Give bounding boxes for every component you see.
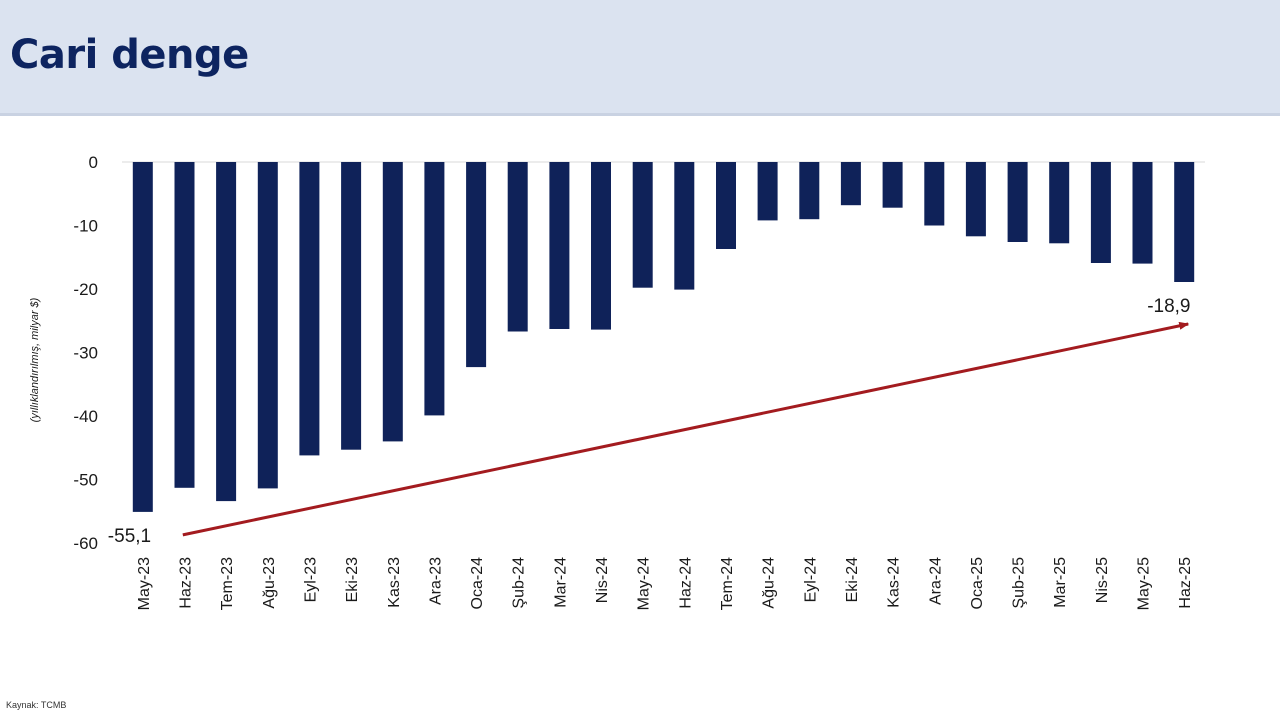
bar-Oca-24 [466,162,487,368]
bar-Haz-23 [174,162,195,488]
bar-Ara-24 [924,162,945,226]
bar-Haz-25 [1174,162,1195,282]
bar-Şub-24 [507,162,528,332]
x-tick-label: Kas-23 [386,557,403,608]
bar-Mar-25 [1049,162,1070,244]
x-tick-label: Ara-23 [427,557,444,605]
x-tick-label: Eyl-24 [802,557,819,602]
x-tick-label: Şub-25 [1011,557,1028,609]
x-tick-label: Tem-24 [719,557,736,610]
x-tick-label: Şub-24 [511,557,528,609]
source-note: Kaynak: TCMB [6,700,67,710]
y-tick-label: -10 [73,217,98,236]
y-tick-label: 0 [89,153,98,172]
x-tick-label: Haz-23 [178,557,195,609]
bar-Kas-24 [882,162,903,208]
bar-May-25 [1132,162,1153,264]
bar-Eki-23 [341,162,362,450]
x-tick-label: Oca-24 [469,557,486,610]
x-tick-label: May-25 [1136,557,1153,610]
bar-Ağu-24 [757,162,778,221]
bar-Oca-25 [965,162,986,237]
bar-Haz-24 [674,162,695,290]
bar-May-23 [132,162,153,512]
bar-Eyl-23 [299,162,320,456]
bar-Ağu-23 [257,162,278,489]
bar-Eyl-24 [799,162,820,220]
title-banner: Cari denge [0,0,1280,116]
x-tick-label: May-24 [636,557,653,610]
x-tick-label: Mar-25 [1052,557,1069,608]
data-label-May-23: -55,1 [108,526,151,547]
x-tick-label: Nis-25 [1094,557,1111,603]
y-tick-label: -20 [73,280,98,299]
x-tick-label: Mar-24 [552,557,569,608]
page-title: Cari denge [10,32,249,78]
x-tick-label: Oca-25 [969,557,986,610]
data-label-Haz-25: -18,9 [1147,296,1190,317]
x-tick-label: Eki-24 [844,557,861,602]
bar-Mar-24 [549,162,570,329]
x-tick-label: Ağu-23 [261,557,278,609]
y-axis-label: (yıllıklandırılmış, milyar $) [29,297,41,422]
x-tick-label: Eki-23 [344,557,361,602]
x-tick-label: Ağu-24 [761,557,778,609]
y-tick-label: -60 [73,534,98,553]
bar-Şub-25 [1007,162,1028,242]
bar-Nis-25 [1090,162,1111,263]
bar-May-24 [632,162,653,288]
x-tick-label: Tem-23 [219,557,236,610]
x-tick-label: May-23 [136,557,153,610]
trend-arrow [182,321,1190,537]
y-tick-label: -30 [73,344,98,363]
y-tick-label: -50 [73,471,98,490]
bar-Eki-24 [840,162,861,206]
x-tick-label: Nis-24 [594,557,611,603]
bar-Ara-23 [424,162,445,416]
bar-Tem-23 [216,162,237,502]
bar-Nis-24 [591,162,611,330]
y-tick-label: -40 [73,407,98,426]
bar-Tem-24 [716,162,736,249]
bar-Kas-23 [382,162,403,442]
x-tick-label: Haz-24 [677,557,694,609]
x-tick-label: Haz-25 [1177,557,1194,609]
x-tick-label: Eyl-23 [302,557,319,602]
x-tick-label: Ara-24 [927,557,944,605]
x-tick-label: Kas-24 [886,557,903,608]
